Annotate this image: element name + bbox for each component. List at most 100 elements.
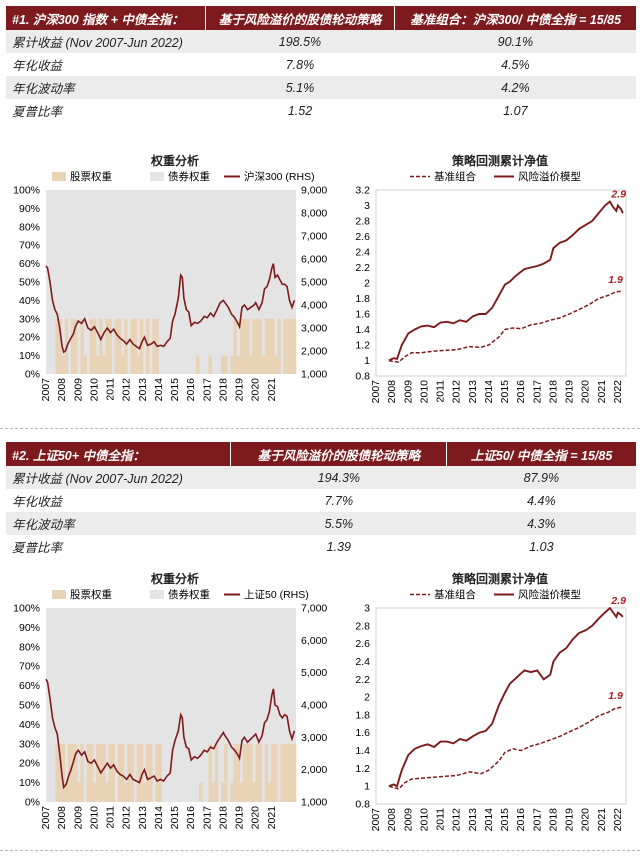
stats-row: 年化收益 7.7% 4.4% bbox=[6, 489, 636, 512]
stats-value: 1.52 bbox=[205, 99, 395, 122]
stock-weight-bar bbox=[102, 355, 106, 374]
x-tick-label: 2018 bbox=[217, 806, 229, 830]
stock-weight-bar bbox=[92, 318, 97, 374]
y-tick-label: 70% bbox=[19, 661, 40, 673]
x-tick-label: 2009 bbox=[402, 808, 414, 832]
x-tick-label: 2009 bbox=[72, 378, 84, 402]
stock-weight-bar bbox=[149, 743, 153, 802]
stock-weight-bar bbox=[246, 743, 250, 802]
stats-value: 1.03 bbox=[446, 535, 636, 558]
stock-weight-bar bbox=[221, 355, 225, 374]
stats-label: 年化收益 bbox=[6, 53, 206, 76]
stock-weight-bar bbox=[142, 782, 147, 802]
x-tick-label: 2019 bbox=[234, 806, 246, 830]
y-tick-label: 1.2 bbox=[355, 340, 370, 352]
stock-weight-bar bbox=[271, 318, 275, 374]
stock-weight-bar bbox=[224, 355, 228, 374]
y2-tick-label: 9,000 bbox=[301, 185, 327, 197]
y-tick-label: 1.2 bbox=[355, 763, 370, 775]
stock-weight-bar bbox=[289, 318, 294, 374]
y-tick-label: 3 bbox=[364, 603, 370, 615]
x-tick-label: 2014 bbox=[153, 806, 165, 830]
strategy-line bbox=[388, 200, 624, 362]
x-tick-label: 2014 bbox=[483, 808, 495, 832]
stock-weight-bar bbox=[286, 743, 291, 802]
x-tick-label: 2013 bbox=[137, 806, 149, 830]
x-tick-label: 2007 bbox=[370, 808, 382, 832]
x-tick-label: 2012 bbox=[121, 806, 133, 830]
y2-tick-label: 4,000 bbox=[301, 300, 327, 312]
stock-weight-bar bbox=[214, 743, 219, 802]
y-tick-label: 10% bbox=[19, 350, 40, 362]
legend-label: 上证50 (RHS) bbox=[244, 589, 309, 601]
weight-chart: 股票权重 债券权重 沪深300 (RHS) 0% 10% 20% 30% 40% 50% 60% 7… bbox=[13, 170, 327, 402]
stats-table: #1. 沪深300 指数 + 中债全指： 基于风险溢价的股债轮动策略 基准组合：… bbox=[6, 6, 636, 122]
stats-value: 7.8% bbox=[205, 53, 395, 76]
stats-row: 累计收益 (Nov 2007-Jun 2022) 198.5% 90.1% bbox=[6, 30, 636, 53]
stock-weight-bar bbox=[77, 782, 81, 802]
stock-weight-bar bbox=[242, 743, 247, 802]
x-tick-label: 2018 bbox=[547, 808, 559, 832]
stock-weight-bar bbox=[83, 355, 87, 374]
stats-value: 5.5% bbox=[230, 512, 447, 535]
stock-weight-bar bbox=[58, 743, 62, 802]
stock-weight-bar bbox=[130, 743, 134, 802]
y2-tick-label: 5,000 bbox=[301, 667, 327, 679]
benchmark-line bbox=[388, 706, 623, 790]
y2-tick-label: 6,000 bbox=[301, 254, 327, 266]
stock-weight-bar bbox=[249, 743, 253, 802]
x-tick-label: 2009 bbox=[402, 380, 414, 404]
stock-weight-bar bbox=[233, 743, 237, 802]
x-tick-label: 2022 bbox=[612, 380, 624, 404]
y2-tick-label: 7,000 bbox=[301, 603, 327, 615]
y2-tick-label: 6,000 bbox=[301, 635, 327, 647]
stock-weight-bar bbox=[208, 743, 212, 802]
x-tick-label: 2008 bbox=[56, 378, 68, 402]
stock-weight-bar bbox=[158, 743, 162, 802]
stock-weight-bar bbox=[249, 355, 253, 374]
y-tick-label: 2.6 bbox=[355, 231, 370, 243]
stock-weight-bar bbox=[152, 318, 156, 374]
x-tick-label: 2020 bbox=[580, 808, 592, 832]
legend-swatch-stock bbox=[52, 590, 66, 599]
stats-label: 年化波动率 bbox=[6, 76, 206, 99]
stock-weight-bar bbox=[61, 743, 66, 802]
stats-value: 4.2% bbox=[394, 76, 636, 99]
stock-weight-bar bbox=[121, 743, 125, 802]
stock-weight-bar bbox=[139, 318, 144, 374]
stock-weight-bar bbox=[99, 318, 103, 374]
stock-weight-bar bbox=[261, 355, 266, 374]
stock-weight-bar bbox=[239, 318, 244, 374]
x-tick-label: 2021 bbox=[596, 380, 608, 404]
x-tick-label: 2010 bbox=[418, 808, 430, 832]
y-tick-label: 2.8 bbox=[355, 620, 370, 632]
stats-row: 夏普比率 1.52 1.07 bbox=[6, 99, 636, 122]
stats-value: 1.39 bbox=[230, 535, 447, 558]
weight-chart-title: 权重分析 bbox=[150, 154, 199, 168]
stock-weight-bar bbox=[58, 318, 62, 374]
stock-weight-bar bbox=[96, 355, 100, 374]
x-tick-label: 2014 bbox=[153, 378, 165, 402]
stock-weight-bar bbox=[64, 782, 69, 802]
y-tick-label: 10% bbox=[19, 777, 40, 789]
y-tick-label: 90% bbox=[19, 203, 40, 215]
stats-row: 年化波动率 5.5% 4.3% bbox=[6, 512, 636, 535]
x-tick-label: 2013 bbox=[467, 808, 479, 832]
legend-label: 基准组合 bbox=[434, 170, 476, 183]
y-tick-label: 1.8 bbox=[355, 709, 370, 721]
benchmark-line bbox=[388, 290, 623, 363]
stock-weight-bar bbox=[96, 743, 100, 802]
x-tick-label: 2013 bbox=[137, 378, 149, 402]
stock-weight-bar bbox=[283, 318, 287, 374]
nav-chart-title: 策略回测累计净值 bbox=[451, 572, 548, 586]
stock-weight-bar bbox=[155, 743, 159, 802]
stock-weight-bar bbox=[258, 318, 262, 374]
stock-weight-bar bbox=[292, 743, 297, 802]
stock-weight-bar bbox=[89, 318, 94, 374]
stats-row: 夏普比率 1.39 1.03 bbox=[6, 535, 636, 558]
y-tick-label: 20% bbox=[19, 332, 40, 344]
x-tick-label: 2011 bbox=[105, 806, 117, 829]
y2-tick-label: 7,000 bbox=[301, 231, 327, 243]
stock-weight-bar bbox=[80, 743, 84, 802]
section-divider bbox=[0, 850, 640, 851]
